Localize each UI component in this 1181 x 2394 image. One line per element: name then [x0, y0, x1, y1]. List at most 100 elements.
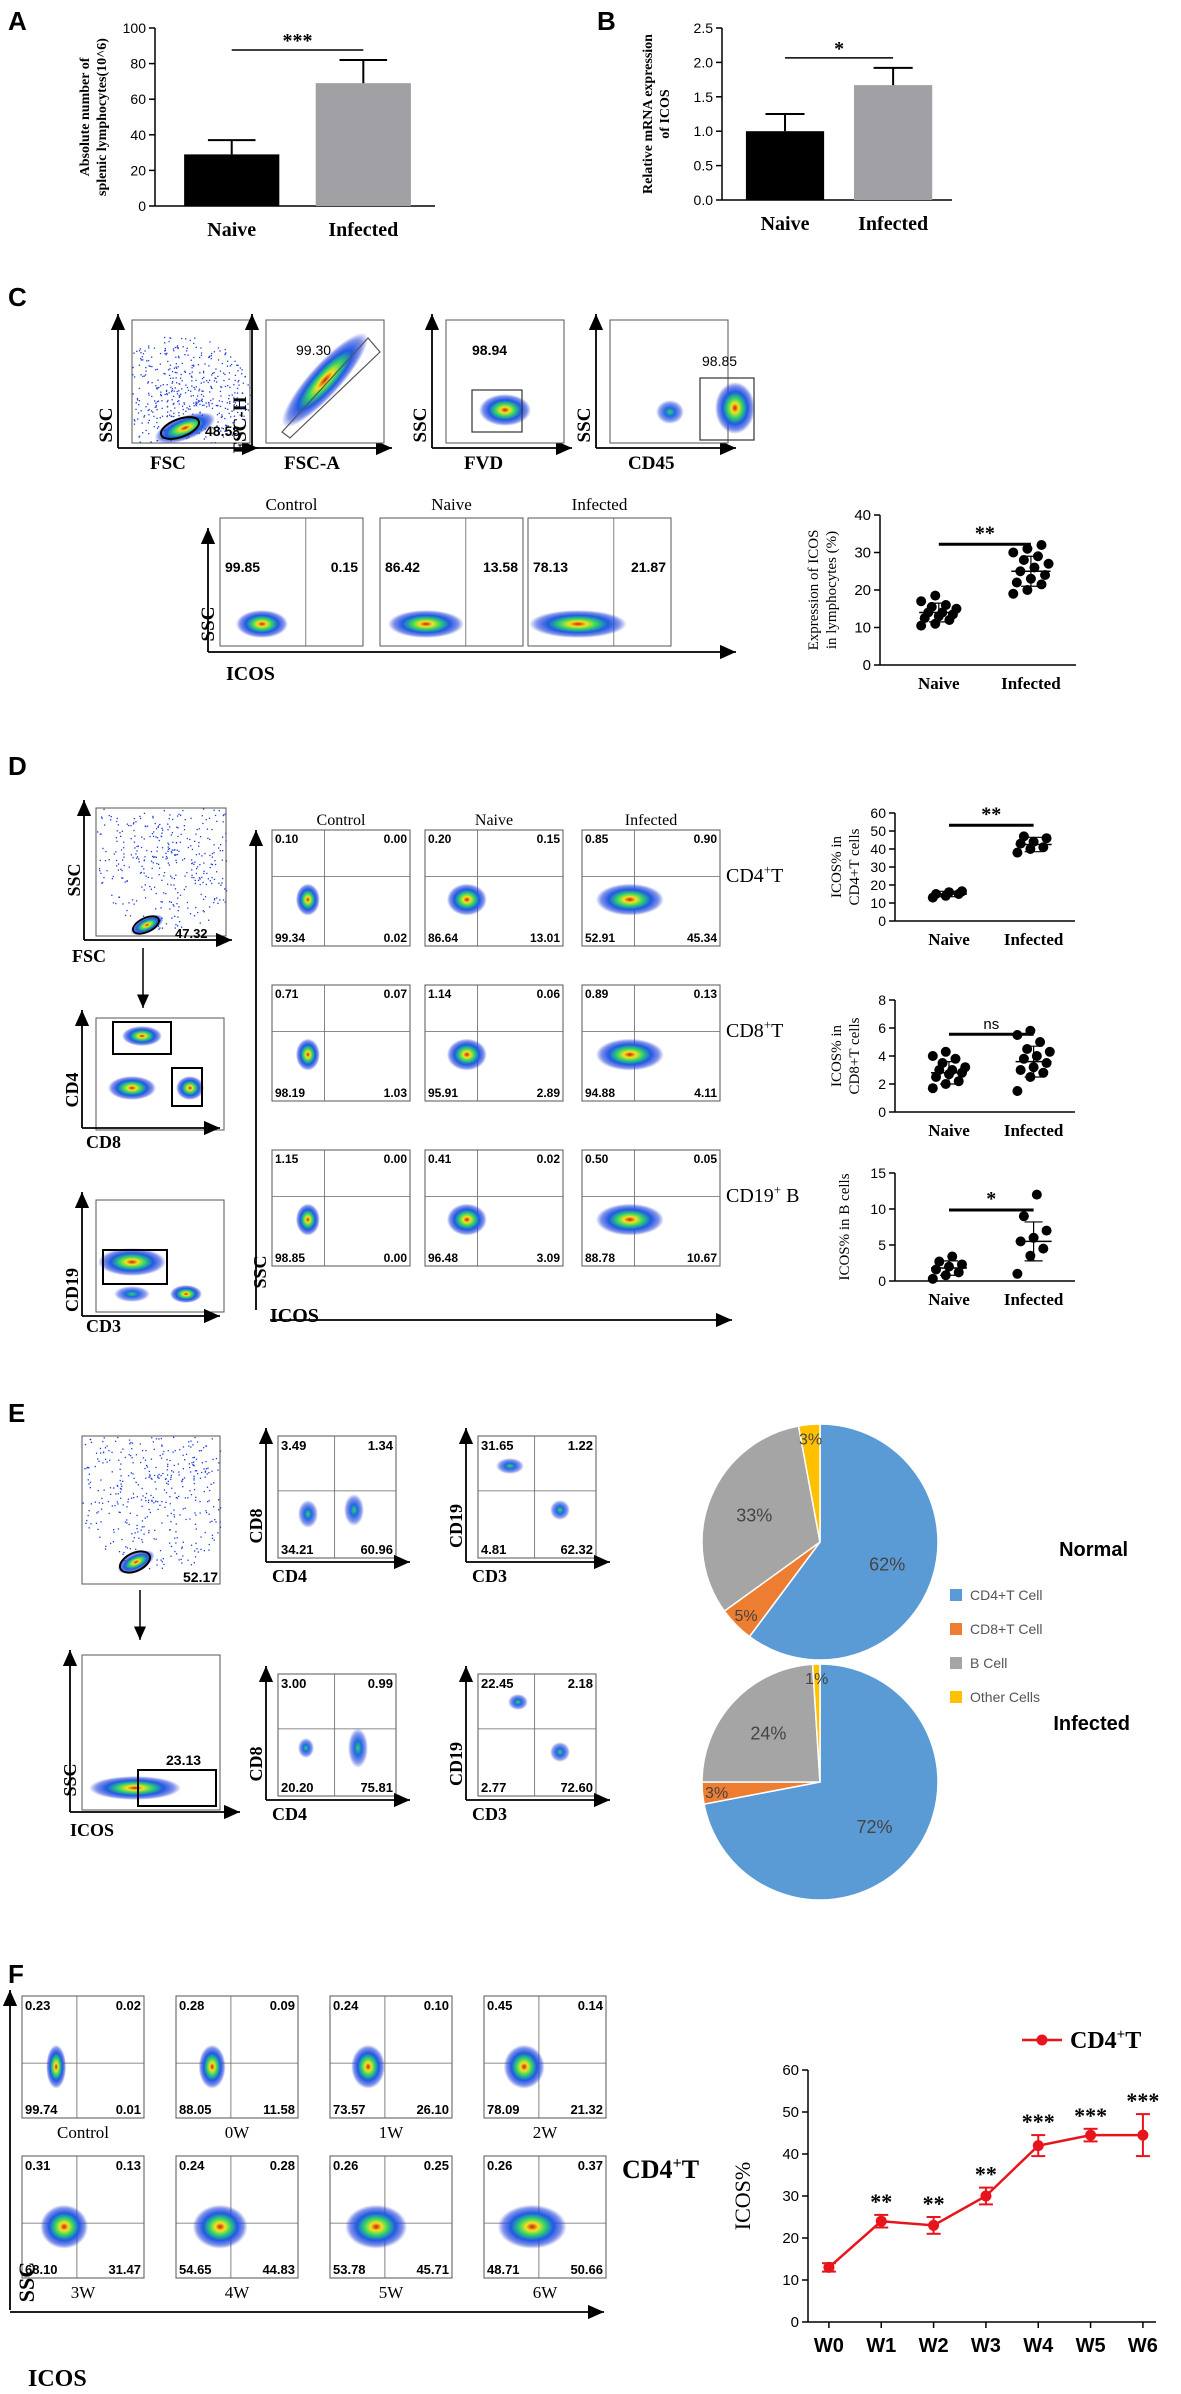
event-dot	[174, 1492, 176, 1494]
event-dot	[219, 370, 222, 372]
event-dot	[181, 1480, 183, 1482]
event-dot	[157, 826, 159, 828]
event-dot	[118, 1511, 120, 1513]
event-dot	[141, 422, 143, 424]
event-dot	[116, 840, 118, 842]
density-cloud	[130, 914, 164, 936]
y-axis-label: CD4	[62, 1073, 82, 1108]
density-cloud	[176, 1076, 204, 1100]
x-axis-label: CD4	[272, 1566, 307, 1586]
event-dot	[103, 808, 105, 811]
event-dot	[159, 823, 161, 826]
event-dot	[84, 1443, 87, 1446]
event-dot	[171, 917, 173, 919]
event-dot	[202, 881, 204, 884]
event-dot	[170, 1555, 172, 1557]
event-dot	[164, 353, 166, 355]
event-dot	[203, 438, 205, 440]
event-dot	[179, 1514, 181, 1516]
D3-point	[1018, 1211, 1029, 1222]
event-dot	[146, 1464, 148, 1467]
event-dot	[249, 394, 251, 396]
event-dot	[168, 843, 170, 846]
event-dot	[155, 908, 157, 910]
event-dot	[197, 1551, 199, 1553]
event-dot	[174, 387, 176, 389]
event-dot	[139, 441, 141, 443]
event-dot	[203, 870, 205, 872]
event-dot	[156, 850, 158, 852]
D2-point	[960, 1062, 971, 1073]
event-dot	[209, 866, 211, 869]
event-dot	[161, 1501, 163, 1503]
E-infected-slice-CD4+T Cell	[703, 1663, 939, 1901]
event-dot	[191, 876, 193, 879]
event-dot	[115, 1493, 117, 1495]
slice-label: 62%	[869, 1554, 905, 1574]
event-dot	[192, 1457, 194, 1459]
event-dot	[142, 375, 144, 378]
y-axis-label: ICOS%	[730, 2162, 755, 2230]
event-dot	[100, 1479, 102, 1481]
event-dot	[143, 415, 146, 417]
event-dot	[172, 395, 175, 397]
event-dot	[165, 852, 167, 854]
slice-label: 5%	[734, 1608, 757, 1625]
event-dot	[102, 1452, 105, 1454]
event-dot	[106, 1461, 108, 1463]
event-dot	[200, 1536, 202, 1538]
y-tick-label: 10	[854, 620, 871, 637]
y-tick-label: 60	[130, 91, 146, 107]
event-dot	[159, 927, 161, 929]
event-dot	[173, 367, 176, 369]
gate-value: 98.85	[702, 353, 737, 369]
event-dot	[234, 379, 236, 382]
event-dot	[204, 1470, 207, 1472]
row-label: CD19+ B	[726, 1182, 799, 1207]
event-dot	[202, 395, 205, 397]
event-dot	[219, 405, 222, 408]
event-dot	[155, 856, 157, 858]
event-dot	[179, 395, 181, 397]
gate-value: 13.58	[483, 559, 518, 575]
event-dot	[215, 1457, 218, 1460]
event-dot	[185, 384, 187, 386]
y-axis-label: SSC	[250, 1255, 270, 1288]
event-dot	[205, 402, 207, 404]
event-dot	[160, 907, 162, 909]
event-dot	[211, 374, 213, 376]
event-dot	[193, 405, 195, 407]
C-point	[1008, 588, 1019, 599]
event-dot	[206, 1473, 208, 1475]
event-dot	[166, 393, 168, 395]
y-axis-label: CD8+T cells	[847, 1017, 863, 1094]
data-point	[980, 2190, 992, 2202]
C-point	[916, 596, 927, 607]
event-dot	[148, 394, 150, 396]
x-axis-label: ICOS	[70, 1820, 114, 1840]
event-dot	[191, 385, 193, 387]
event-dot	[228, 398, 230, 400]
x-axis-label: CD3	[86, 1316, 121, 1336]
C-point	[1036, 540, 1047, 550]
quadrant-plot	[271, 984, 411, 1102]
density-cloud	[98, 1248, 166, 1276]
event-dot	[187, 907, 189, 909]
event-dot	[140, 1529, 142, 1531]
panel-label-F: F	[8, 1959, 24, 1989]
C-point	[1022, 585, 1033, 595]
event-dot	[117, 1436, 119, 1439]
event-dot	[132, 1493, 135, 1495]
event-dot	[119, 1511, 121, 1514]
quadrant-plot	[277, 1673, 397, 1797]
event-dot	[155, 385, 157, 387]
event-dot	[205, 1460, 207, 1463]
event-dot	[140, 359, 142, 361]
event-dot	[156, 417, 158, 419]
pie-title: Infected	[1053, 1713, 1130, 1735]
event-dot	[218, 882, 220, 884]
y-tick-label: 0.0	[694, 192, 714, 208]
quadrant-ur-value: 0.99	[368, 1676, 393, 1691]
density-cloud	[446, 1038, 487, 1071]
event-dot	[185, 410, 187, 412]
